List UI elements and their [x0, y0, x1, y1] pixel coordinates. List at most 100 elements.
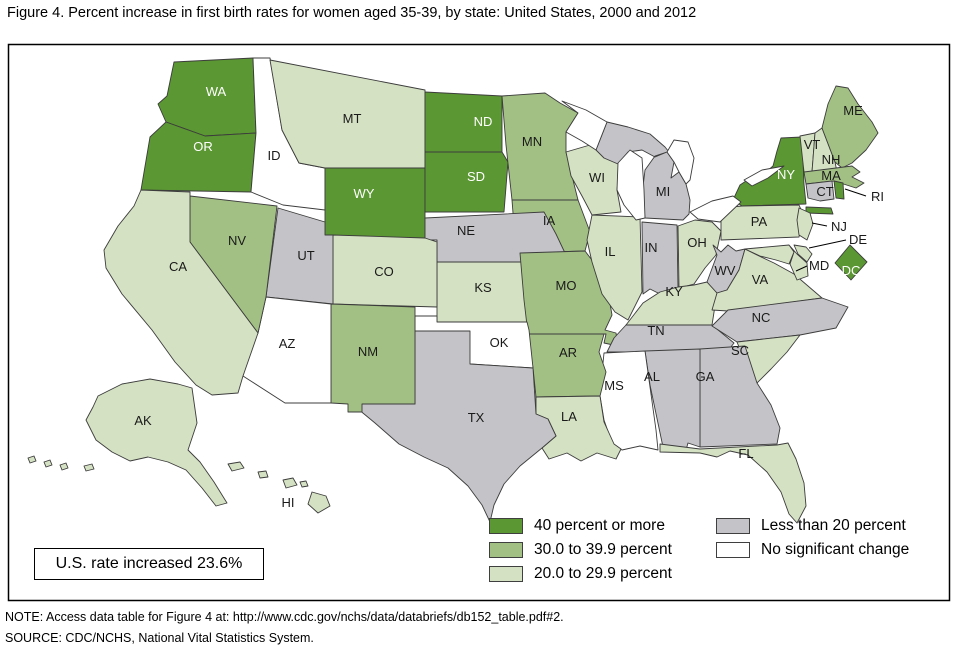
state-label-id: ID [268, 148, 281, 163]
state-label-oh: OH [687, 235, 707, 250]
legend-swatch [716, 518, 750, 534]
lake-michigan [616, 149, 646, 221]
state-label-pa: PA [751, 214, 768, 229]
state-ca [103, 189, 259, 396]
us-rate-box: U.S. rate increased 23.6% [34, 548, 264, 580]
state-fl [659, 442, 807, 524]
de-leader-line [808, 239, 847, 249]
state-label-de: DE [849, 232, 867, 247]
panel-border [7, 43, 951, 602]
md-leader-line [795, 265, 808, 272]
state-tx [351, 330, 557, 523]
state-label-va: VA [752, 272, 769, 287]
legend-swatch [489, 542, 523, 558]
state-label-nc: NC [752, 310, 771, 325]
state-label-ak: AK [134, 413, 152, 428]
lake-ontario [743, 165, 785, 187]
legend-label: Less than 20 percent [761, 517, 906, 534]
state-label-in: IN [645, 240, 658, 255]
legend-item: 40 percent or more [489, 517, 672, 534]
state-label-wa: WA [206, 84, 227, 99]
state-label-ar: AR [559, 345, 577, 360]
legend-label: 30.0 to 39.9 percent [534, 541, 672, 558]
state-label-ny: NY [777, 167, 795, 182]
state-label-ga: GA [696, 369, 715, 384]
state-label-ok: OK [490, 335, 509, 350]
state-ky [625, 281, 718, 326]
state-label-tx: TX [468, 410, 485, 425]
state-label-mt: MT [343, 111, 362, 126]
legend-column-1: 40 percent or more 30.0 to 39.9 percent 20… [489, 517, 672, 590]
state-label-ks: KS [474, 280, 492, 295]
legend-item: 20.0 to 29.9 percent [489, 565, 672, 582]
state-sd [424, 151, 509, 213]
state-label-la: LA [561, 409, 577, 424]
state-ct [805, 180, 835, 202]
state-label-ia: IA [543, 213, 556, 228]
state-ak [27, 378, 228, 507]
state-dc [834, 244, 868, 281]
state-label-vt: VT [804, 137, 821, 152]
legend-column-2: Less than 20 percent No significant chang… [716, 517, 910, 566]
state-label-fl: FL [738, 446, 753, 461]
state-label-ne: NE [457, 223, 475, 238]
state-label-nv: NV [228, 233, 246, 248]
state-nj [796, 207, 814, 241]
state-label-nj: NJ [831, 219, 847, 234]
state-label-ms: MS [604, 378, 624, 393]
nj-leader-line [811, 222, 828, 227]
state-label-mi: MI [656, 184, 670, 199]
state-label-sd: SD [467, 169, 485, 184]
legend-item: 30.0 to 39.9 percent [489, 541, 672, 558]
state-label-nh: NH [822, 152, 841, 167]
state-de [793, 244, 813, 263]
state-label-ma: MA [821, 168, 841, 183]
state-label-ri: RI [871, 189, 884, 204]
state-label-wy: WY [354, 186, 375, 201]
state-label-wv: WV [715, 263, 736, 278]
state-il [586, 214, 643, 321]
legend-label: 40 percent or more [534, 517, 665, 534]
lake-erie [689, 195, 742, 223]
state-label-il: IL [605, 244, 616, 259]
state-label-wi: WI [589, 170, 605, 185]
state-label-nd: ND [474, 114, 493, 129]
state-label-mn: MN [522, 134, 542, 149]
source-text: SOURCE: CDC/NCHS, National Vital Statist… [5, 631, 314, 645]
note-text: NOTE: Access data table for Figure 4 at:… [5, 610, 564, 624]
state-md [744, 244, 809, 281]
state-label-dc: DC [842, 263, 861, 278]
state-label-or: OR [193, 139, 213, 154]
state-label-hi: HI [282, 495, 295, 510]
state-nh [811, 127, 838, 173]
figure-title: Figure 4. Percent increase in first birt… [7, 5, 697, 21]
state-label-ky: KY [665, 284, 683, 299]
legend-item: Less than 20 percent [716, 517, 909, 534]
state-ri [833, 180, 845, 200]
legend-swatch [489, 566, 523, 582]
state-ar [527, 333, 607, 398]
state-mn [501, 92, 579, 201]
state-label-co: CO [374, 264, 394, 279]
state-label-mo: MO [556, 278, 577, 293]
state-label-md: MD [809, 258, 829, 273]
lake-huron [666, 139, 695, 185]
legend-swatch [716, 542, 750, 558]
state-ga [699, 345, 781, 448]
state-label-ct: CT [816, 184, 833, 199]
state-label-sc: SC [731, 343, 749, 358]
legend-label: No significant change [761, 541, 910, 558]
state-hi [227, 461, 331, 514]
state-label-nm: NM [358, 344, 378, 359]
state-label-tn: TN [647, 323, 664, 338]
state-label-al: AL [644, 369, 660, 384]
state-label-ca: CA [169, 259, 187, 274]
state-label-ut: UT [297, 248, 314, 263]
state-wy [324, 167, 426, 241]
legend-swatch [489, 518, 523, 534]
state-nm [330, 303, 416, 413]
legend-label: 20.0 to 29.9 percent [534, 565, 672, 582]
legend-item: No significant change [716, 541, 910, 558]
